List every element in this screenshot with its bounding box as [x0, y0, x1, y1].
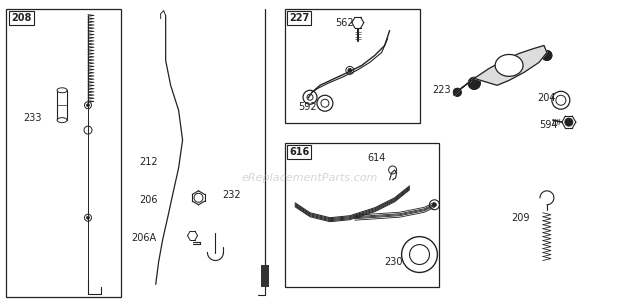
- Text: 223: 223: [432, 85, 451, 95]
- Text: 206: 206: [139, 195, 157, 205]
- Text: 594: 594: [539, 120, 557, 130]
- Text: 562: 562: [335, 18, 353, 28]
- Bar: [285, 143, 440, 287]
- Ellipse shape: [495, 55, 523, 76]
- Text: 209: 209: [511, 213, 529, 223]
- Text: 208: 208: [11, 13, 32, 22]
- Circle shape: [542, 51, 552, 60]
- Polygon shape: [454, 46, 547, 95]
- Text: 232: 232: [223, 190, 241, 200]
- Text: 227: 227: [289, 13, 309, 22]
- Circle shape: [87, 216, 89, 219]
- Ellipse shape: [57, 88, 67, 93]
- Circle shape: [453, 88, 461, 96]
- Circle shape: [565, 118, 573, 126]
- Bar: [285, 9, 420, 123]
- Text: 616: 616: [289, 147, 309, 157]
- Text: 204: 204: [537, 93, 556, 103]
- Text: 614: 614: [368, 153, 386, 163]
- Text: 230: 230: [384, 257, 403, 266]
- Circle shape: [87, 104, 89, 107]
- Bar: [57, 90, 67, 120]
- Text: eReplacementParts.com: eReplacementParts.com: [242, 173, 378, 183]
- Circle shape: [432, 203, 436, 207]
- Text: 212: 212: [139, 157, 157, 167]
- Text: 592: 592: [298, 102, 317, 112]
- Circle shape: [348, 68, 352, 72]
- Text: 206A: 206A: [131, 233, 156, 243]
- Ellipse shape: [57, 118, 67, 123]
- Bar: [6, 9, 121, 297]
- Circle shape: [468, 77, 481, 89]
- Text: 233: 233: [24, 113, 42, 123]
- Bar: [261, 265, 269, 287]
